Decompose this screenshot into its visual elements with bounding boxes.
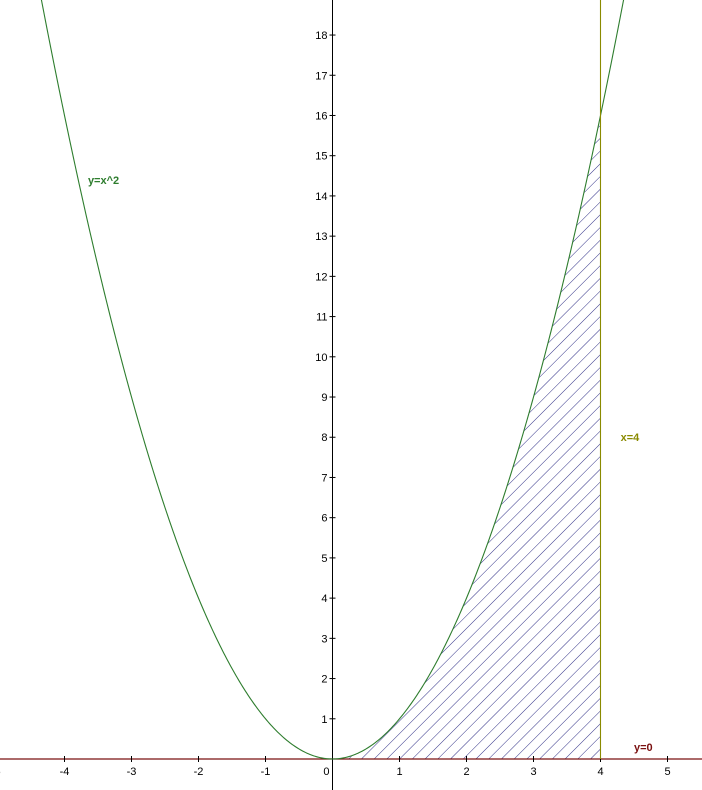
x-tick-label: 0: [323, 766, 329, 778]
y-tick-label: 6: [321, 513, 327, 525]
y-tick-label: 11: [316, 312, 327, 324]
y-tick-label: 18: [315, 30, 327, 42]
x-tick-label: 1: [396, 766, 402, 778]
y-tick-label: 14: [315, 191, 327, 203]
x-tick-label: 2: [463, 766, 469, 778]
y-tick-label: 2: [321, 674, 327, 686]
y-tick-label: 15: [315, 151, 327, 163]
y-tick-label: 17: [315, 70, 327, 82]
parabola-curve: [40, 0, 625, 760]
x-tick-label: -3: [127, 766, 137, 778]
y-tick-label: 12: [315, 271, 327, 283]
x-tick-label: 4: [597, 766, 603, 778]
x-tick-label: -2: [194, 766, 204, 778]
x-tick-label: -4: [60, 766, 70, 778]
y-tick-label: 10: [315, 352, 327, 364]
x-tick-label: 3: [530, 766, 536, 778]
y-tick-label: 9: [321, 392, 327, 404]
y-tick-label: 4: [321, 593, 327, 605]
y-tick-label: 3: [321, 633, 327, 645]
x-tick-label: 5: [664, 766, 670, 778]
y-tick-label: 5: [321, 553, 327, 565]
label-x4: x=4: [621, 432, 641, 444]
y-tick-label: 16: [315, 110, 327, 122]
y-tick-label: 7: [321, 472, 327, 484]
x-tick-label: 5: [0, 766, 1, 778]
x-tick-label: -1: [261, 766, 271, 778]
y-tick-label: 13: [315, 231, 327, 243]
label-parabola: y=x^2: [88, 175, 119, 187]
label-y0: y=0: [634, 742, 653, 754]
y-tick-label: 1: [321, 714, 327, 726]
shaded-area: [332, 115, 601, 760]
y-tick-label: 8: [321, 432, 327, 444]
